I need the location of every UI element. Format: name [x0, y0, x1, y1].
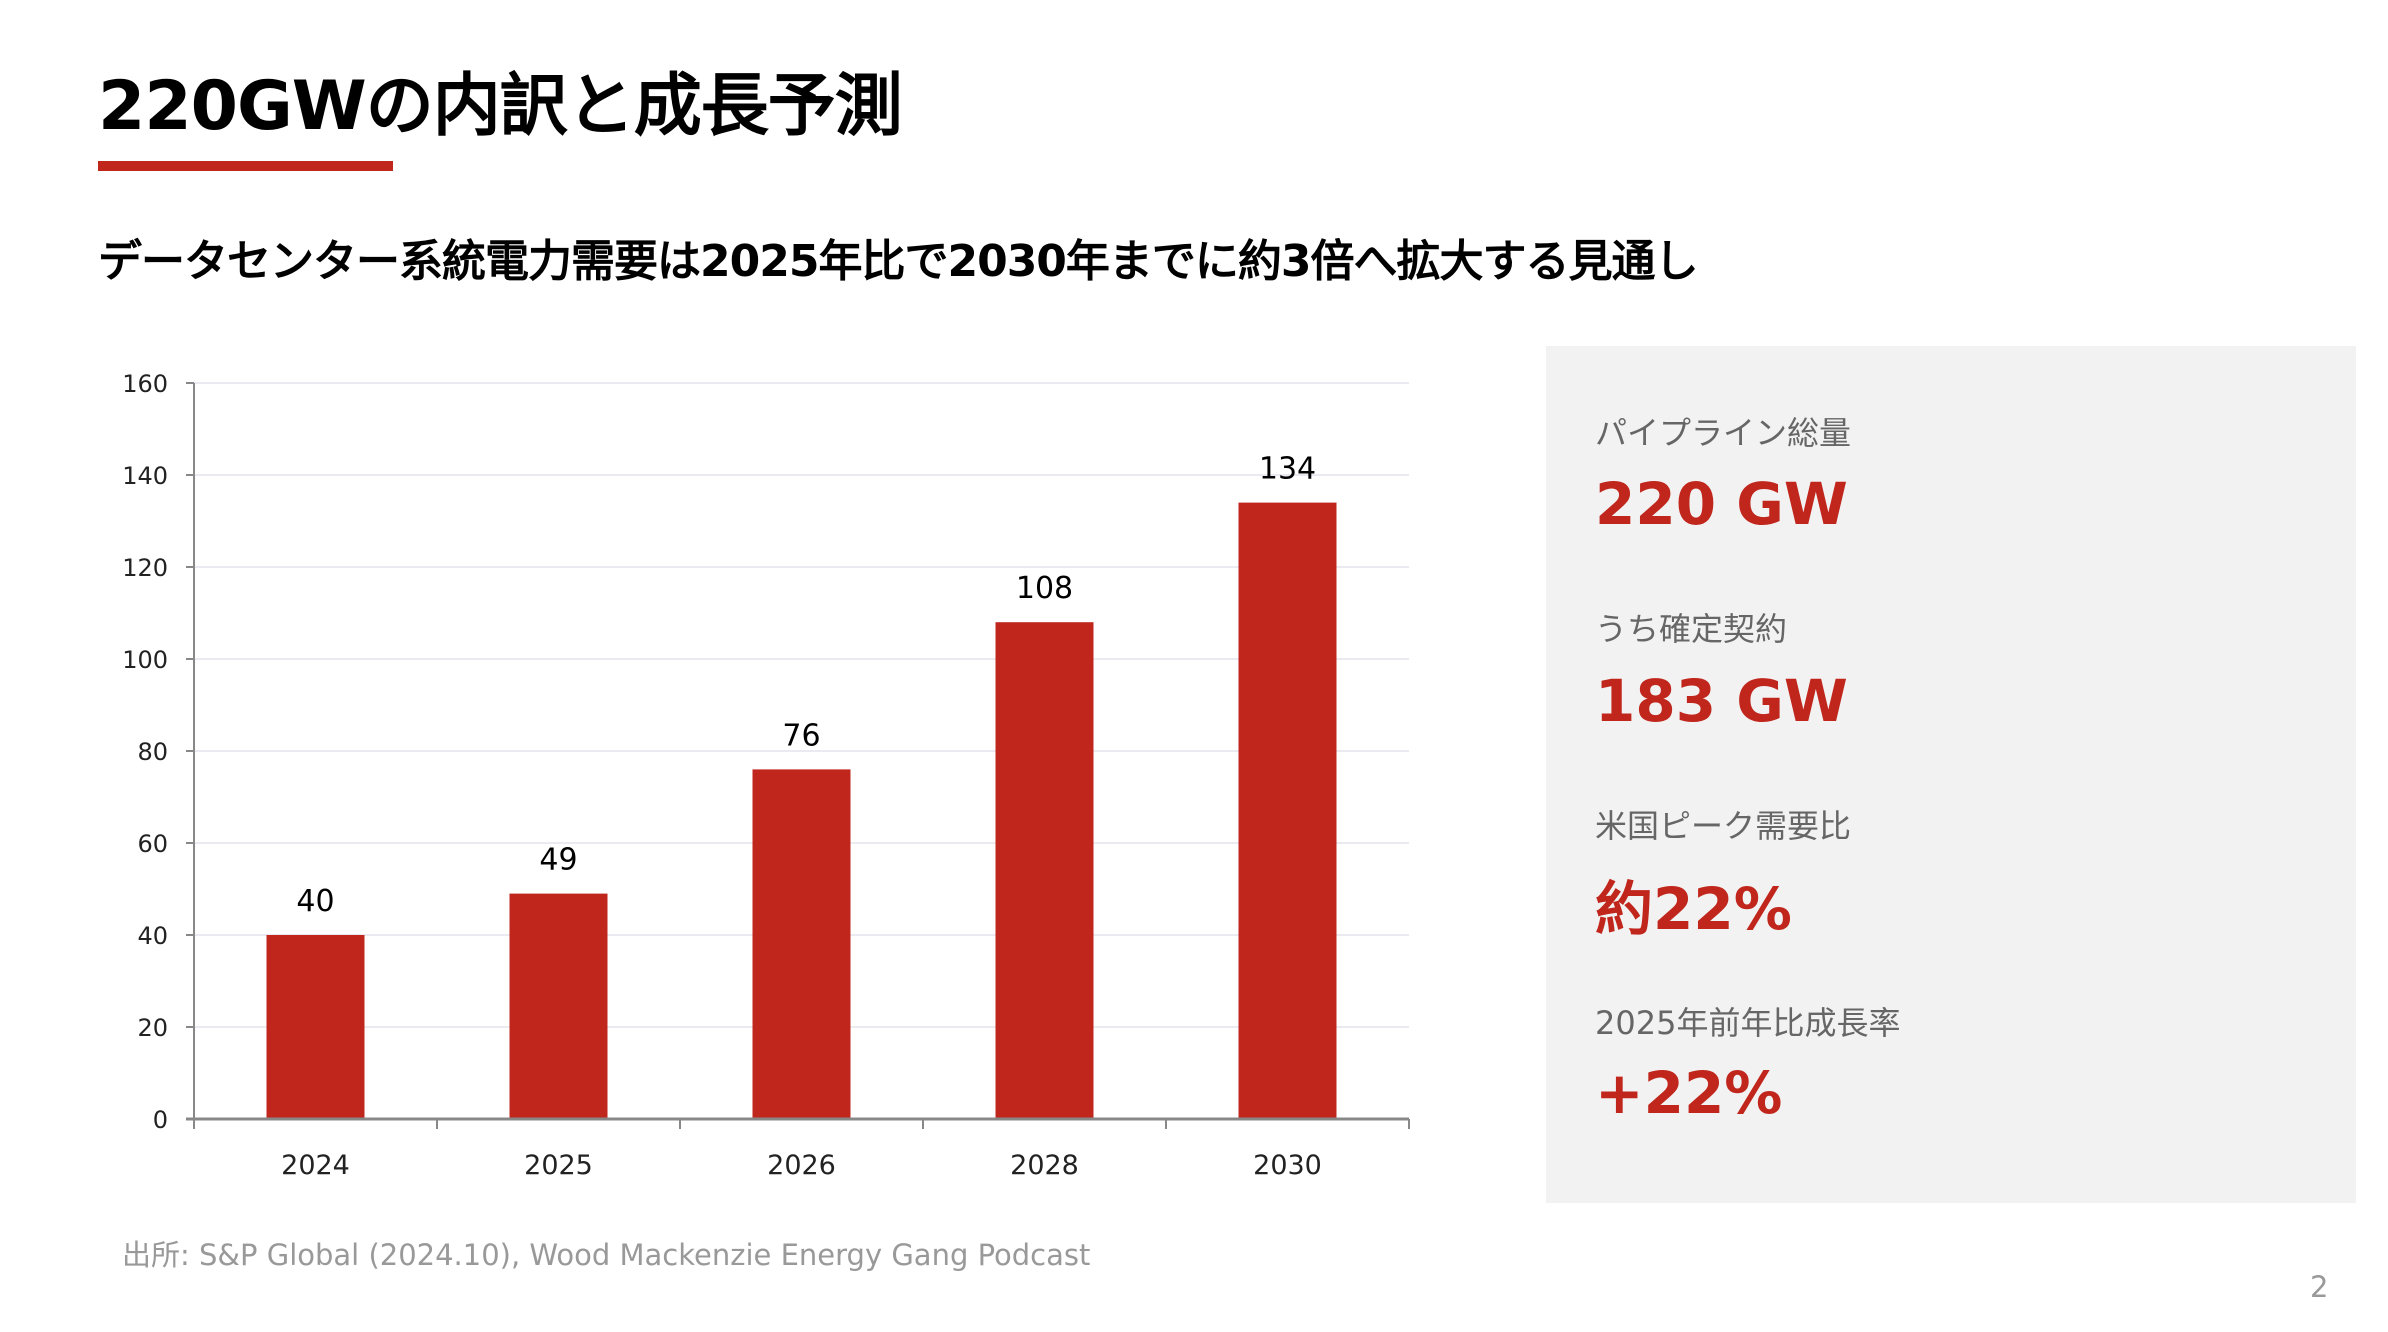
- data-label-2028: 108: [1016, 571, 1073, 606]
- y-tick-label: 160: [122, 370, 168, 398]
- y-tick-label: 140: [122, 462, 168, 490]
- x-tick-label-2026: 2026: [767, 1150, 836, 1181]
- kpi-value-peak-ratio: 約22%: [1595, 875, 1792, 943]
- kpi-label-pipeline: パイプライン総量: [1595, 414, 1852, 452]
- page-title: 220GWの内訳と成長予測: [98, 67, 903, 146]
- y-tick-label: 80: [137, 738, 168, 766]
- data-label-2026: 76: [782, 718, 820, 753]
- source-note: 出所: S&P Global (2024.10), Wood Mackenzie…: [122, 1238, 1091, 1272]
- bar-2030: [1238, 502, 1337, 1120]
- chart-gridlines: [194, 382, 1409, 1028]
- kpi-label-peak-ratio: 米国ピーク需要比: [1595, 807, 1852, 845]
- bar-2028: [995, 622, 1094, 1119]
- x-tick-label-2030: 2030: [1253, 1150, 1322, 1181]
- x-tick-label-2024: 2024: [281, 1150, 350, 1181]
- kpi-label-contracted: うち確定契約: [1595, 610, 1788, 648]
- kpi-value-growth: +22%: [1595, 1059, 1783, 1127]
- kpi-value-contracted: 183 GW: [1595, 667, 1848, 735]
- data-label-2030: 134: [1259, 452, 1316, 487]
- page-subtitle: データセンター系統電力需要は2025年比で2030年までに約3倍へ拡大する見通し: [98, 236, 1699, 287]
- kpi-panel: パイプライン総量 220 GW うち確定契約 183 GW 米国ピーク需要比 約…: [1546, 346, 2356, 1203]
- y-tick-label: 100: [122, 646, 168, 674]
- bar-2026: [752, 769, 851, 1119]
- y-tick-label: 0: [153, 1106, 168, 1134]
- y-tick-label: 60: [137, 830, 168, 858]
- y-axis-ticks: 0 20 40 60 80 100 120 140 160: [122, 370, 194, 1134]
- bar-2025: [509, 893, 608, 1119]
- page-number: 2: [2310, 1270, 2329, 1304]
- bar-2024: [266, 935, 365, 1119]
- x-axis: 2024 2025 2026 2028 2030: [186, 383, 1410, 1181]
- data-label-2024: 40: [296, 884, 334, 919]
- x-tick-label-2028: 2028: [1010, 1150, 1079, 1181]
- y-tick-label: 20: [137, 1014, 168, 1042]
- y-tick-label: 120: [122, 554, 168, 582]
- chart-bars: 40 49 76 108 134: [266, 452, 1337, 1120]
- y-tick-label: 40: [137, 922, 168, 950]
- kpi-value-pipeline: 220 GW: [1595, 470, 1848, 538]
- data-label-2025: 49: [539, 843, 577, 878]
- title-underline: [98, 161, 393, 171]
- x-tick-label-2025: 2025: [524, 1150, 593, 1181]
- kpi-label-growth: 2025年前年比成長率: [1595, 1004, 1901, 1042]
